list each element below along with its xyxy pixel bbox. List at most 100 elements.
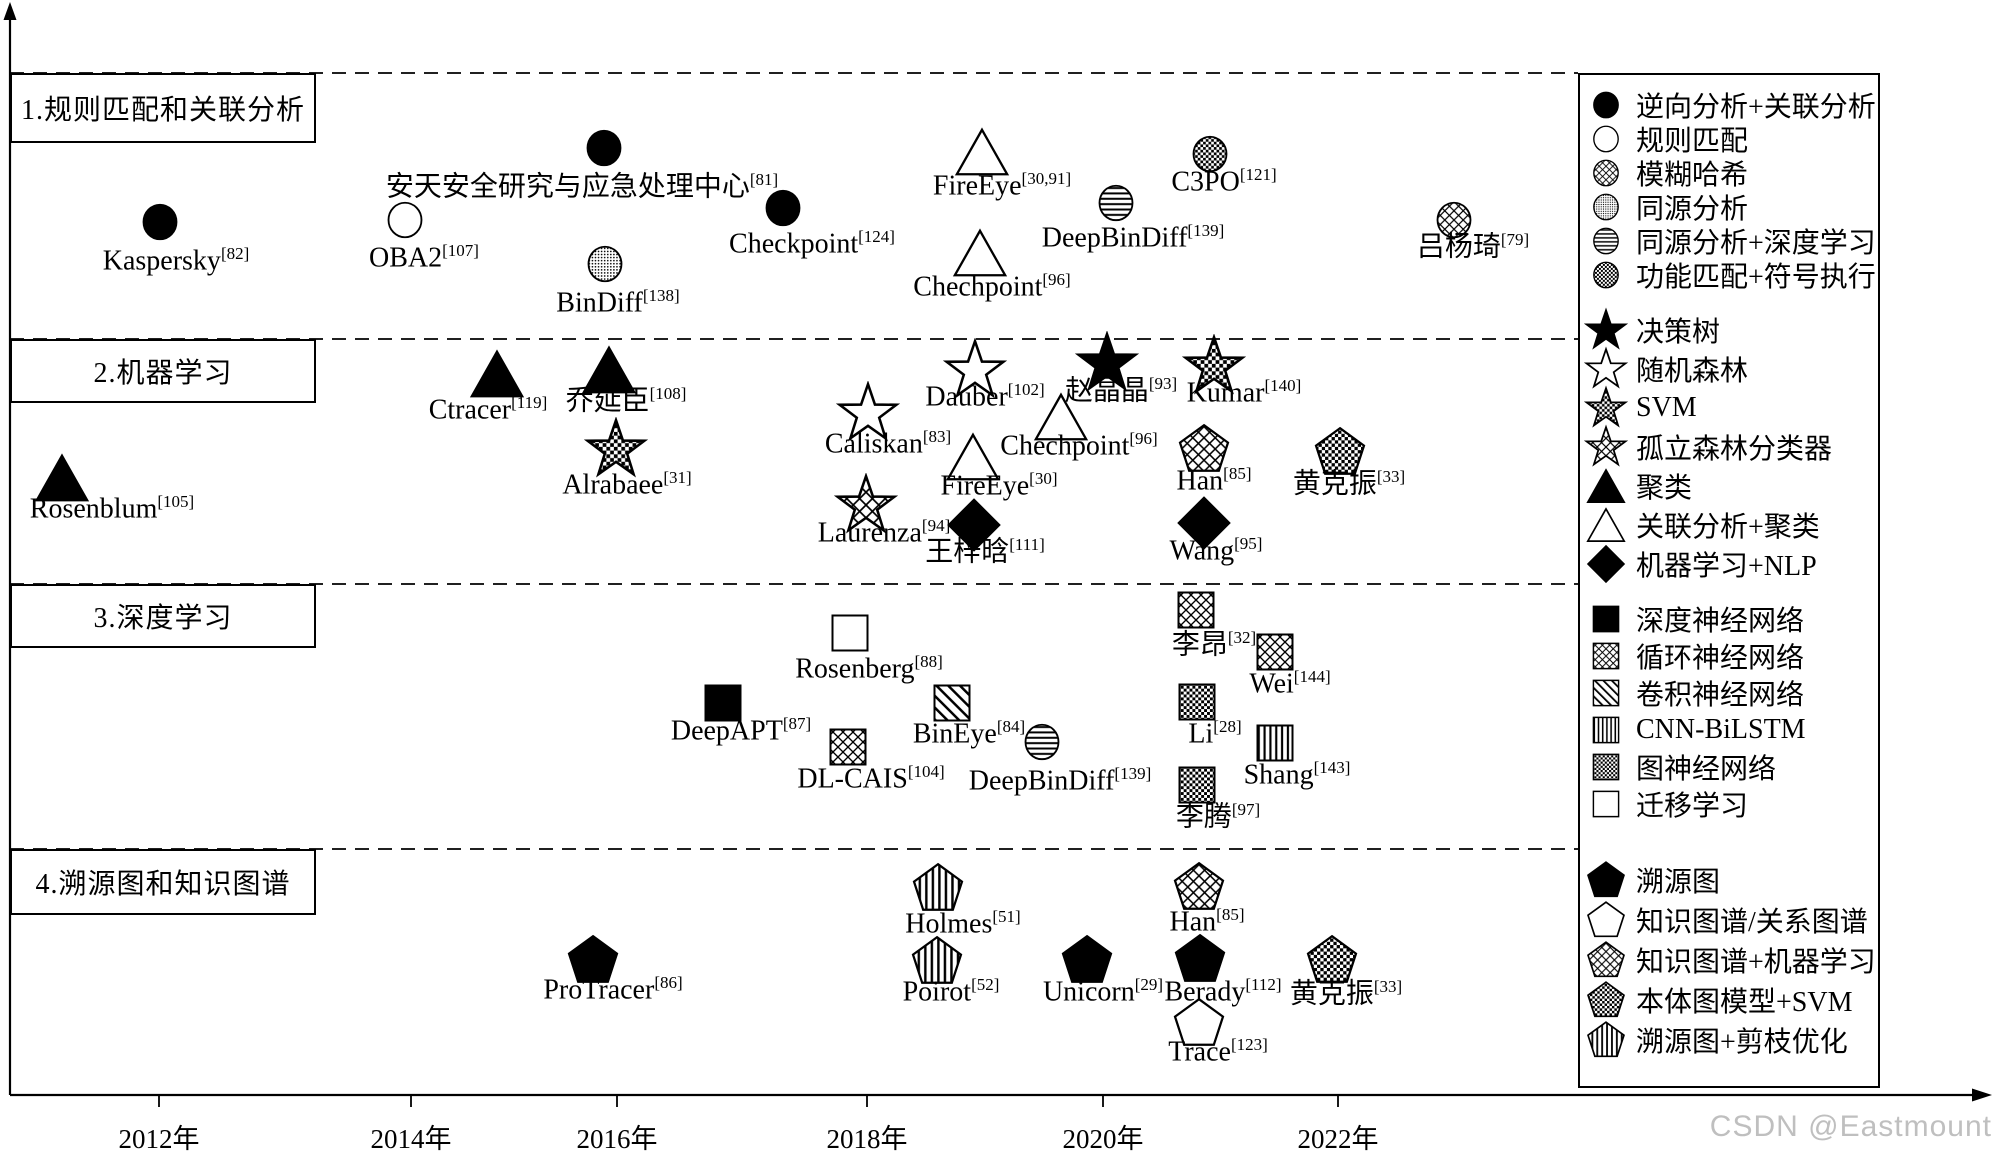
point-label: 吕杨琦[79]: [1416, 229, 1530, 263]
triangle-marker: [34, 453, 90, 502]
diamond-marker: [1177, 496, 1231, 550]
category-box-3: 3.深度学习: [10, 584, 316, 648]
legend-label: 知识图谱/关系图谱: [1636, 907, 1868, 938]
legend-item: 决策树: [1584, 307, 1720, 352]
legend-label: 关联分析+聚类: [1636, 512, 1820, 543]
circle-marker: [587, 245, 623, 283]
square-legend-marker: [1592, 753, 1620, 781]
category-label: 4.溯源图和知识图谱: [35, 869, 291, 900]
pentagon-open-legend-icon: [1584, 898, 1628, 942]
pentagon-crosshatch-legend-icon: [1584, 938, 1628, 982]
pentagon-marker: [1178, 423, 1230, 472]
diamond-legend-marker: [1586, 544, 1626, 584]
point-label: Han[85]: [1176, 463, 1252, 497]
circle-marker: [765, 189, 801, 227]
circle-legend-marker: [1593, 91, 1619, 119]
square-marker: [704, 684, 742, 722]
star-checker-legend-icon: [1584, 385, 1628, 430]
circle-marker: [586, 129, 622, 167]
square-marker: [1256, 724, 1294, 762]
circle-legend-marker: [1593, 261, 1619, 289]
legend-label: 机器学习+NLP: [1636, 551, 1817, 582]
year-label: 2018年: [826, 1124, 908, 1154]
triangle-marker: [954, 127, 1010, 176]
triangle-solid-legend-icon: [1584, 464, 1628, 508]
pentagon-marker: [1173, 861, 1225, 910]
point-label: OBA2[107]: [369, 240, 479, 274]
watermark: CSDN @Eastmount: [1709, 1110, 1992, 1143]
pentagon-marker: [567, 934, 619, 983]
triangle-marker: [1033, 392, 1089, 441]
point-label: DeepBinDiff[139]: [1041, 220, 1225, 254]
legend-item: 溯源图+剪枝优化: [1584, 1018, 1848, 1062]
square-marker: [1178, 766, 1216, 804]
legend-item: 功能匹配+符号执行: [1584, 253, 1876, 297]
point-label: Unicorn[29]: [1042, 974, 1164, 1008]
legend-label: 功能匹配+符号执行: [1636, 262, 1876, 293]
pentagon-marker: [1306, 934, 1358, 983]
legend-label: 聚类: [1636, 473, 1693, 504]
point-label: 李腾[97]: [1175, 799, 1261, 833]
point-label: ProTracer[86]: [543, 972, 683, 1006]
star-legend-marker: [1584, 346, 1628, 389]
legend-label: 孤立森林分类器: [1636, 434, 1833, 465]
category-box-2: 2.机器学习: [10, 339, 316, 403]
square-checker-legend-icon: [1584, 745, 1628, 789]
year-label: 2014年: [370, 1124, 452, 1154]
pentagon-marker: [1174, 933, 1226, 982]
square-open-legend-icon: [1584, 782, 1628, 826]
triangle-marker: [469, 349, 525, 398]
circle-marker: [1098, 184, 1134, 222]
point-label: DeepBinDiff[139]: [968, 763, 1152, 797]
point-label: C3PO[121]: [1171, 164, 1277, 198]
circle-legend-marker: [1593, 159, 1619, 187]
y-axis-arrow: [3, 2, 17, 20]
point-label: Rosenblum[105]: [29, 491, 195, 525]
legend-label: 迁移学习: [1636, 791, 1749, 822]
square-crosshatch-legend-icon: [1584, 634, 1628, 678]
point-label: Berady[112]: [1164, 974, 1282, 1008]
star-marker: [836, 381, 900, 442]
star-legend-marker: [1584, 385, 1628, 428]
legend-label: 同源分析: [1636, 194, 1749, 225]
point-label: Wei[144]: [1249, 666, 1331, 700]
diamond-solid-legend-icon: [1584, 542, 1628, 586]
point-label: Alrabaee[31]: [562, 467, 692, 501]
legend-item: 关联分析+聚类: [1584, 503, 1820, 547]
legend-label: SVM: [1636, 392, 1697, 423]
square-diag-legend-icon: [1584, 671, 1628, 715]
point-label: 赵晶晶[93]: [1064, 373, 1178, 407]
pentagon-marker: [911, 935, 963, 984]
triangle-marker: [952, 228, 1008, 277]
point-label: 黄克振[33]: [1292, 466, 1406, 500]
legend-item: SVM: [1584, 385, 1697, 430]
point-label: Chechpoint[96]: [1000, 428, 1158, 462]
diamond-marker: [947, 498, 1001, 552]
point-label: Caliskan[83]: [824, 426, 952, 460]
pentagon-legend-marker: [1587, 901, 1625, 938]
legend-label: 规则匹配: [1636, 126, 1749, 157]
square-marker: [933, 684, 971, 722]
legend-item: 模糊哈希: [1584, 151, 1748, 195]
category-label: 2.机器学习: [93, 358, 233, 389]
point-label: Rosenberg[88]: [795, 651, 943, 685]
legend-item: 机器学习+NLP: [1584, 542, 1817, 586]
legend-label: 模糊哈希: [1636, 160, 1749, 191]
legend-label: 溯源图: [1636, 867, 1721, 898]
point-label: FireEye[30,91]: [932, 168, 1072, 202]
legend-item: 聚类: [1584, 464, 1692, 508]
point-label: Kaspersky[82]: [102, 243, 250, 277]
star-open-legend-icon: [1584, 346, 1628, 391]
pentagon-marker: [1314, 426, 1366, 475]
legend-item: 循环神经网络: [1584, 634, 1804, 678]
circle-solid-legend-icon: [1584, 83, 1628, 127]
pentagon-legend-marker: [1587, 941, 1625, 978]
pentagon-legend-marker: [1587, 1021, 1625, 1058]
pentagon-vlines-legend-icon: [1584, 1018, 1628, 1062]
circle-hlines-legend-icon: [1584, 219, 1628, 263]
legend-label: 图神经网络: [1636, 754, 1777, 785]
triangle-legend-marker: [1586, 507, 1626, 542]
legend-label: 随机森林: [1636, 356, 1749, 387]
square-vlines-legend-icon: [1584, 708, 1628, 752]
square-solid-legend-icon: [1584, 597, 1628, 641]
